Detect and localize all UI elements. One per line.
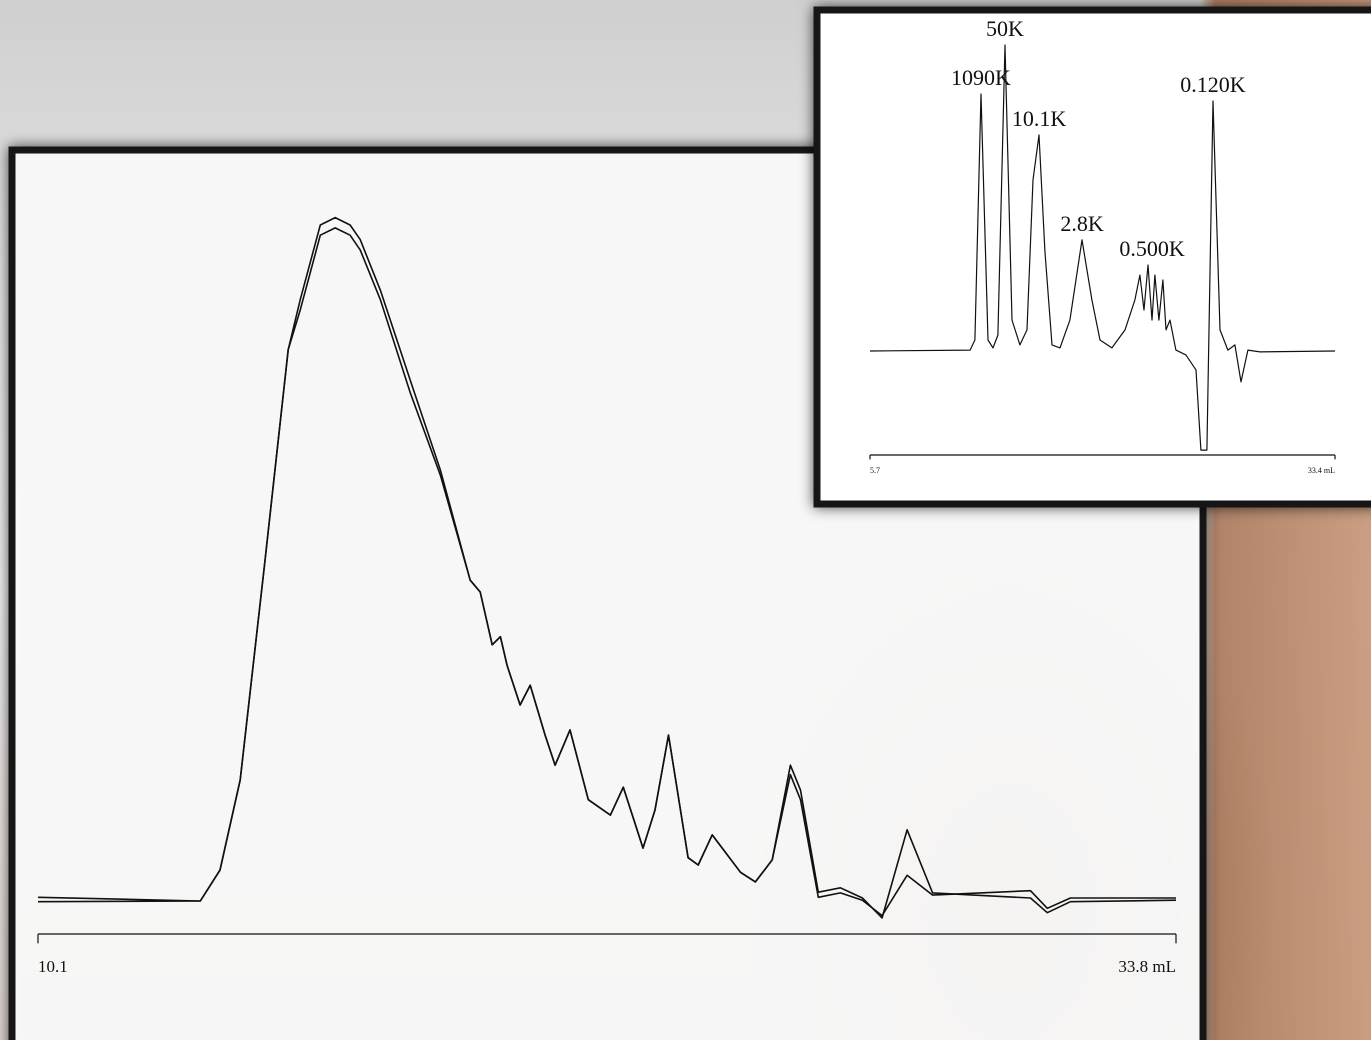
x-tick-label: 33.4 mL [1308,466,1335,475]
peak-label: 0.500K [1119,236,1185,261]
peak-label: 0.120K [1180,72,1246,97]
trace-line [37,227,1176,917]
peak-label: 2.8K [1060,211,1104,236]
peak-label: 10.1K [1012,106,1067,131]
peak-label: 50K [986,16,1024,41]
x-tick-label: 5.7 [870,466,880,475]
peak-label: 1090K [951,65,1011,90]
inset-panel [813,6,1371,508]
x-tick-label: 10.1 [38,957,68,976]
x-tick-label: 33.8 mL [1118,957,1176,976]
trace-line [869,44,1336,451]
